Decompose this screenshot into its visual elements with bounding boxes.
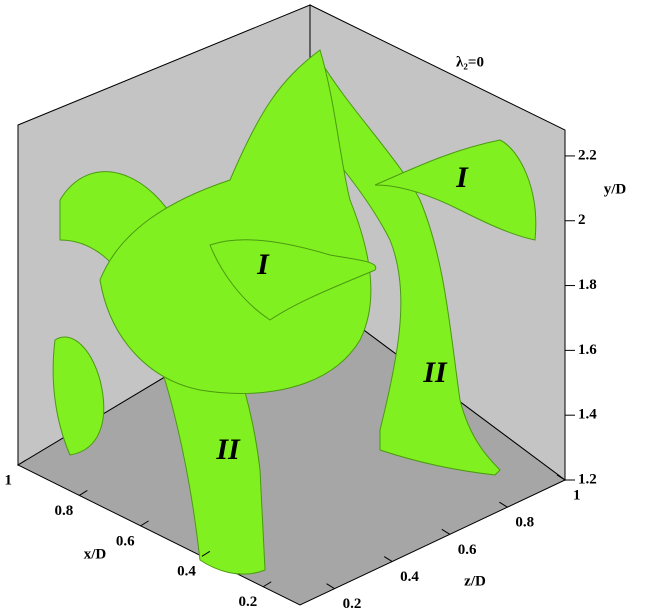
z-tick-label: 0.4 (400, 569, 419, 585)
chart-title: λ₂=0 (456, 54, 484, 70)
x-axis-label: x/D (84, 546, 107, 562)
y-tick-label: 1.6 (578, 342, 597, 358)
annotation: I (455, 161, 469, 194)
x-tick-label: 1 (5, 472, 13, 488)
z-tick-label: 0.6 (458, 542, 477, 558)
x-tick-label: 0.2 (238, 594, 257, 609)
x-tick-label: 0.4 (177, 564, 196, 580)
y-tick-label: 2 (578, 212, 586, 228)
y-tick-label: 1.8 (578, 277, 597, 293)
x-tick-label: 0.6 (116, 533, 135, 549)
x-tick-label: 0.8 (55, 503, 74, 519)
chart: λ₂=0 y/D x/D z/D I I II II 1.2 1.4 1.6 1.8 2… (0, 0, 648, 609)
z-tick-label: 0.8 (515, 515, 534, 531)
y-tick-label: 1.4 (578, 407, 597, 423)
z-tick-label: 1 (573, 487, 581, 503)
y-tick-label: 1.2 (578, 471, 597, 487)
annotation: I (256, 248, 270, 281)
annotation: II (422, 356, 448, 389)
annotation: II (215, 433, 241, 466)
y-axis-label: y/D (604, 181, 627, 197)
z-axis-label: z/D (464, 573, 486, 589)
z-tick-label: 0.2 (343, 596, 362, 609)
y-tick-label: 2.2 (578, 147, 597, 163)
